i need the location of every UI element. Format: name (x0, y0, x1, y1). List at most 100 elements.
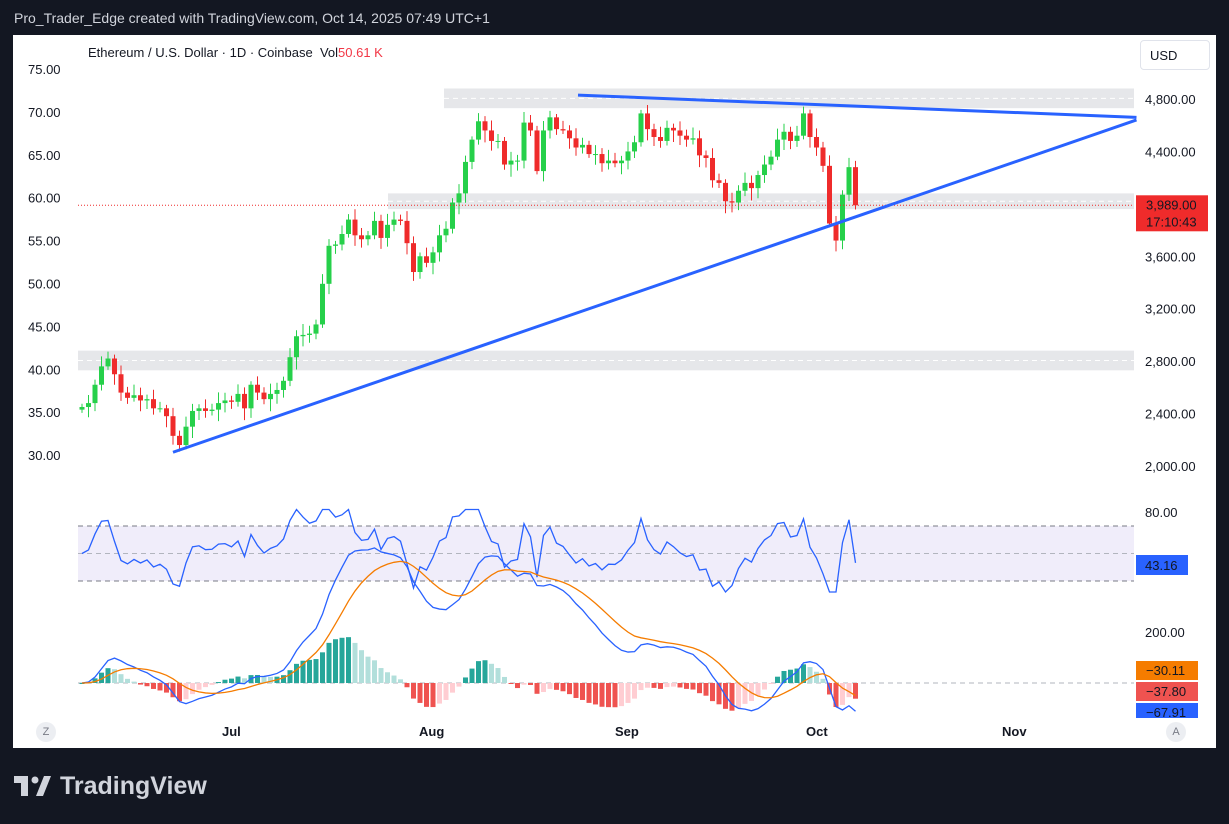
auto-scale-button[interactable]: A (1166, 722, 1186, 742)
macd-histogram-bar (411, 683, 416, 699)
candle-body (326, 245, 332, 284)
macd-histogram-bar (677, 683, 683, 688)
macd-histogram-bar (255, 674, 260, 683)
macd-histogram-bar (671, 683, 676, 687)
candle-body (287, 357, 293, 381)
left-axis-tick: 65.00 (28, 148, 61, 163)
macd-histogram-bar (814, 671, 819, 683)
macd-histogram-bar (586, 683, 592, 703)
candle-body (203, 408, 208, 411)
left-axis-tick: 70.00 (28, 105, 61, 120)
macd-histogram-bar (385, 672, 390, 683)
symbol-title: Ethereum / U.S. Dollar · 1D · Coinbase (88, 45, 313, 60)
macd-histogram-bar (138, 683, 143, 685)
macd-histogram-bar (612, 683, 618, 708)
macd-histogram-bar (404, 683, 410, 688)
candle-body (528, 122, 533, 131)
candle-body (853, 167, 858, 206)
candle-body (833, 223, 839, 241)
macd-line (81, 547, 856, 712)
candle-body (307, 333, 312, 335)
macd-histogram-bar (443, 683, 449, 700)
candle-body (138, 395, 143, 401)
tradingview-icon (14, 775, 51, 796)
macd-histogram-bar (560, 683, 566, 692)
macd-histogram-bar (684, 683, 689, 689)
candle-body (599, 154, 605, 164)
macd-histogram-bar (365, 656, 371, 683)
candle-body (554, 117, 559, 130)
candle-body (456, 193, 462, 203)
candle-body (690, 138, 696, 140)
macd-histogram-bar (92, 678, 98, 683)
candle-body (320, 283, 325, 325)
candle-body (105, 358, 111, 367)
candle-body (573, 138, 579, 148)
macd-histogram-bar (801, 664, 806, 683)
candle-body (99, 366, 104, 385)
candle-body (151, 399, 156, 409)
candle-body (235, 393, 241, 402)
support-zone (78, 350, 1134, 371)
candle-body (482, 121, 488, 131)
candle-body (625, 151, 631, 161)
candle-body (560, 129, 566, 131)
candle-body (216, 403, 221, 410)
candle-body (684, 135, 689, 140)
volume-label: Vol (319, 45, 339, 60)
candle-body (300, 334, 306, 337)
rsi-axis-tick: 80.00 (1145, 505, 1178, 520)
macd-histogram-bar (606, 683, 611, 708)
macd-histogram-bar (131, 681, 137, 683)
candle-body (333, 244, 338, 246)
candle-body (248, 384, 254, 409)
candle-body (365, 235, 371, 240)
symbol-legend: Ethereum / U.S. Dollar · 1D · Coinbase V… (88, 45, 383, 60)
macd-histogram-bar (190, 683, 195, 695)
currency-button[interactable]: USD (1140, 40, 1210, 70)
macd-histogram-bar (528, 683, 533, 685)
candle-body (703, 155, 709, 158)
candle-body (417, 256, 423, 273)
macd-histogram-bar (690, 683, 696, 690)
zoom-reset-button[interactable]: Z (36, 722, 56, 742)
left-axis-tick: 30.00 (28, 448, 61, 463)
time-axis-tick: Jul (222, 724, 241, 739)
macd-histogram-bar (794, 668, 800, 683)
macd-histogram-bar (268, 676, 273, 683)
candle-body (346, 219, 351, 235)
candle-body (255, 384, 260, 393)
candle-body (385, 224, 390, 238)
macd-histogram-bar (294, 663, 299, 683)
candle-body (398, 219, 403, 221)
candle-body (508, 160, 514, 165)
candle-body (274, 389, 280, 394)
candle-body (710, 157, 715, 181)
left-axis-tick: 40.00 (28, 362, 61, 377)
macd-histogram-bar (437, 683, 442, 704)
macd-histogram-bar (619, 683, 624, 707)
macd-histogram-bar (853, 683, 858, 699)
macd-histogram-bar (209, 683, 215, 685)
candle-body (586, 144, 592, 155)
macd-histogram-bar (554, 683, 559, 690)
macd-histogram-bar (502, 676, 507, 683)
macd-histogram-bar (307, 659, 312, 683)
macd-histogram-bar (196, 683, 202, 690)
candle-body (281, 380, 286, 390)
macd-histogram-bar (547, 683, 553, 689)
candle-body (86, 403, 91, 408)
macd-histogram-bar (463, 677, 468, 683)
macd-histogram-bar (768, 683, 774, 684)
candle-body (378, 220, 384, 238)
macd-histogram-bar (144, 683, 150, 687)
macd-histogram-bar (456, 683, 462, 687)
time-axis-tick: Nov (1002, 724, 1027, 739)
left-axis-tick: 45.00 (28, 319, 61, 334)
macd-histogram-bar (749, 683, 754, 701)
candle-body (118, 374, 124, 393)
candle-body (313, 324, 319, 334)
candle-body (242, 393, 247, 409)
candle-body (632, 142, 637, 152)
